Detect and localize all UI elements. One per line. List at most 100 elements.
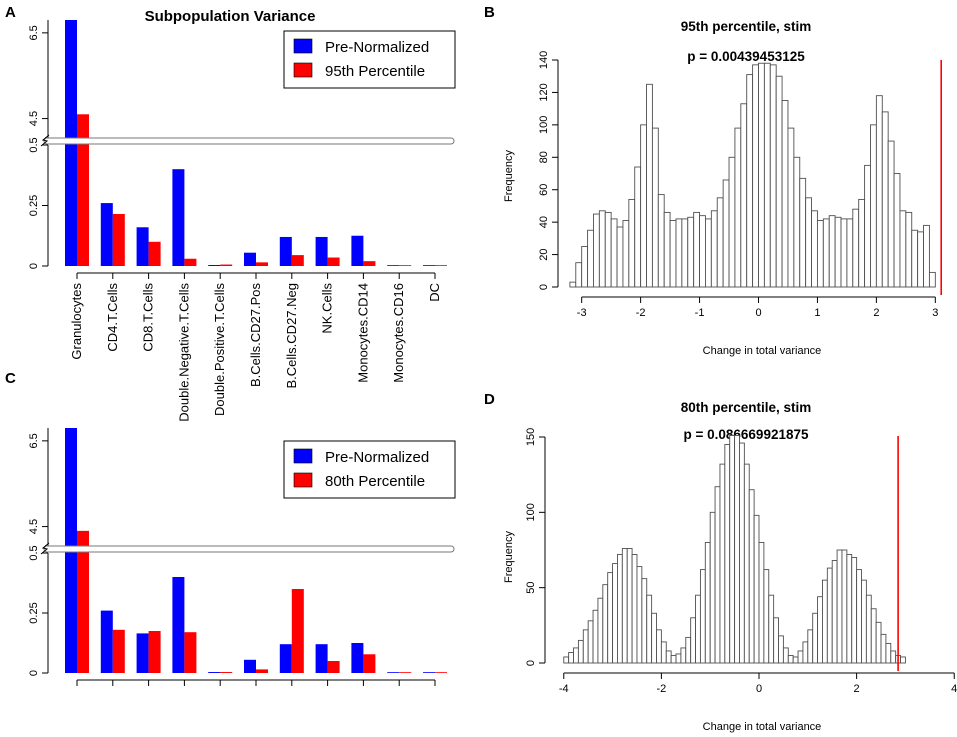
histogram-bin [787,655,794,664]
histogram-bin [758,62,765,288]
legend-box [283,30,456,89]
panel-a-legend: Pre-Normalized 95th Percentile [283,30,456,89]
histogram-bin [746,74,754,288]
histogram-bin [680,647,687,664]
bar-pre-normalized [136,227,149,266]
histogram-bin [782,647,789,664]
histogram-bin [856,569,862,664]
bar-pre-normalized [136,633,149,673]
histogram-bin [687,216,695,288]
histogram-bin [816,220,824,288]
histogram-bin [792,656,799,664]
histogram-bin [880,633,887,664]
axis-break-band [43,545,455,553]
histogram-bin [604,211,612,288]
x-tick-label: -3 [577,307,587,319]
panel-c-bars: 0 0.25 0.5 4.5 6.5 [28,428,455,686]
x-tick-label: -2 [636,307,646,319]
histogram-bin [607,572,614,664]
bar-percentile [112,629,125,673]
histogram-bin [675,218,683,288]
histogram-bin [657,194,665,288]
legend-label-pct: 95th Percentile [325,63,425,80]
bar-percentile [184,258,197,266]
histogram-bin [828,215,836,288]
x-tick-label: 2 [854,683,860,695]
histogram-bin [799,177,807,288]
bar-percentile [327,257,340,266]
histogram-bin [890,650,897,664]
y-tick-label: 80 [538,151,550,163]
x-tick-label: 0 [755,307,761,319]
histogram-bin [714,486,721,664]
category-label: B.Cells.CD27.Pos [248,283,263,388]
histogram-bin [569,281,577,288]
histogram-bin [793,156,801,288]
histogram-bin [681,218,689,288]
category-label: Monocytes.CD14 [355,283,370,383]
histogram-bin [675,653,682,664]
legend-label-pct: 80th Percentile [325,473,425,490]
histogram-bin [598,210,606,288]
bar-percentile [148,631,161,673]
category-label: B.Cells.CD27.Neg [284,283,299,389]
histogram-bin [693,211,701,288]
bar-pre-normalized [351,643,364,673]
bar-pre-normalized [208,672,221,673]
x-tick-label: -1 [695,307,705,319]
panel-d-ylabel: Frequency [503,531,515,583]
histogram-bin [781,100,789,288]
y-tick-label: 40 [538,216,550,228]
histogram-bin [822,579,828,664]
bar-pre-normalized [423,672,435,673]
histogram-bin [787,127,795,288]
panel-d-xlabel: Change in total variance [703,721,822,733]
histogram-bin [612,563,618,664]
histogram-bin [752,64,759,288]
y-tick-label: 4.5 [28,519,40,534]
histogram-bin [887,140,895,288]
category-label: CD4.T.Cells [105,283,120,352]
panel-a-bars: Granulocytes CD4.T.Cells CD8.T.Cells Double… [28,20,455,422]
panel-b-xlabel: Change in total variance [703,345,822,357]
y-tick-label: 100 [525,503,537,521]
histogram-bin [669,220,677,288]
bar-percentile [363,261,376,266]
panel-label-c: C [5,370,16,387]
histogram-bin [805,197,812,288]
histogram-bin [775,75,783,288]
panel-b-ylabel: Frequency [503,150,515,202]
histogram-bin [885,642,892,664]
histogram-bin [729,435,736,664]
category-label: NK.Cells [320,283,335,334]
histogram-bin [646,83,653,288]
bar-pre-normalized [279,236,292,266]
y-tick-label: 4.5 [28,111,40,126]
histogram-bin [690,617,696,664]
histogram-bin [870,608,877,664]
axis-break-mark [40,542,50,555]
bar-pre-normalized [387,265,400,266]
legend-swatch-pct [293,472,313,488]
histogram-bin [861,579,867,664]
panel-label-a: A [5,4,16,21]
bar-percentile [220,672,233,673]
histogram-bin [834,216,842,288]
histogram-bin [875,95,883,288]
x-tick-label: -4 [559,683,569,695]
legend-box [283,440,456,499]
y-tick-label: 0 [525,660,537,666]
bar-percentile [77,530,89,673]
legend-swatch-pre [293,38,313,54]
y-tick-label: 140 [538,51,550,69]
histogram-bin [864,164,871,288]
bar-pre-normalized [172,169,185,266]
bar-pre-normalized [244,252,256,266]
histogram-bin [748,489,755,664]
histogram-bin [640,124,647,288]
histogram-bin [699,215,706,288]
histogram-bin [719,463,726,664]
histogram-bin [734,435,740,664]
histogram-bin [610,218,618,288]
